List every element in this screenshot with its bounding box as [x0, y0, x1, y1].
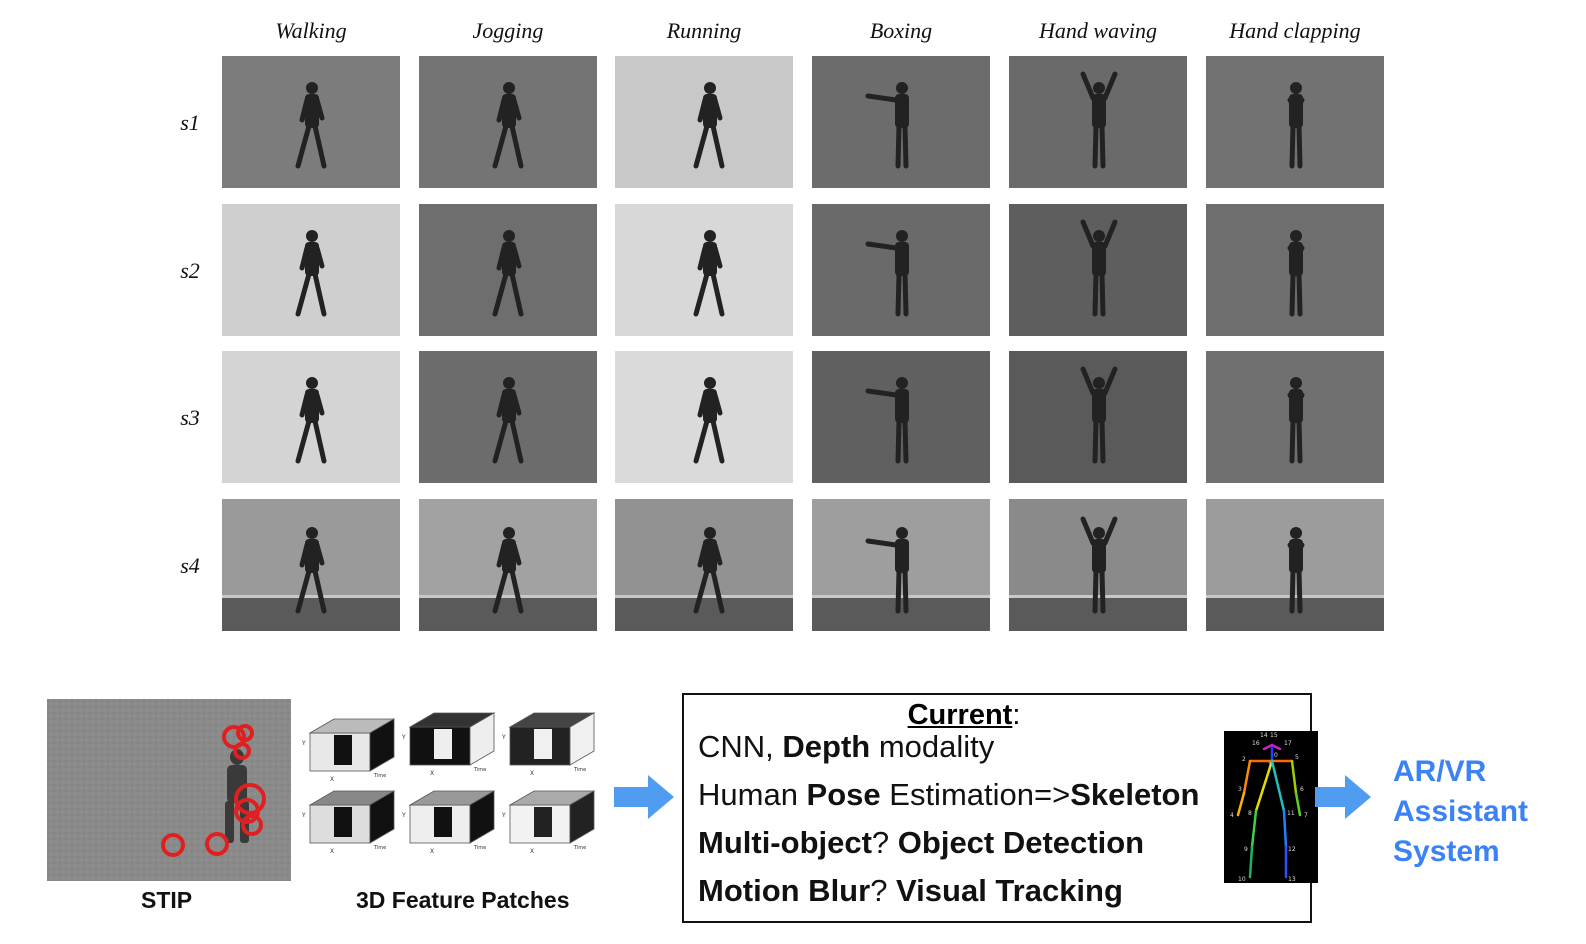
feature-patch-cube: Y X Time [401, 790, 496, 855]
current-line-tracking: Motion Blur? Visual Tracking [698, 873, 1123, 908]
svg-text:Time: Time [373, 845, 386, 851]
frame-s1-walk [222, 56, 400, 188]
feature-patch-cube: Y X Time [501, 790, 596, 855]
patches-caption: 3D Feature Patches [356, 887, 570, 913]
svg-text:9: 9 [1244, 846, 1248, 853]
column-header-running: Running [666, 18, 742, 43]
svg-text:X: X [530, 770, 534, 777]
svg-text:X: X [430, 848, 434, 855]
svg-text:8: 8 [1248, 810, 1252, 817]
frame-s1-wave [1009, 56, 1187, 188]
frame-s2-run [615, 204, 793, 336]
stip-image [47, 699, 291, 881]
svg-text:12: 12 [1288, 846, 1296, 853]
frame-s1-clap [1206, 56, 1384, 188]
frame-s4-box [812, 499, 990, 631]
svg-text:10: 10 [1238, 876, 1246, 883]
frame-s2-box [812, 204, 990, 336]
row-header-s3: s3 [180, 405, 200, 430]
svg-text:X: X [330, 848, 334, 855]
svg-text:Time: Time [373, 773, 386, 779]
svg-text:Time: Time [573, 845, 586, 851]
row-header-s2: s2 [180, 258, 200, 283]
current-title: Current: [907, 699, 1021, 731]
feature-patch-cube: Y X Time [401, 712, 496, 777]
ar-vr-assistant-system: AR/VR Assistant System [1393, 755, 1529, 868]
frame-s1-jog [419, 56, 597, 188]
arrow-to-output-icon [1315, 775, 1371, 819]
frame-s3-clap [1206, 351, 1384, 483]
svg-text:15: 15 [1270, 732, 1278, 739]
feature-patches: Y X Time Y X Time Y X Time Y X Time Y X Time Y X Time [300, 705, 610, 865]
current-line-pose: Human Pose Estimation=>Skeleton [698, 777, 1200, 812]
svg-text:0: 0 [1274, 752, 1278, 759]
svg-text:6: 6 [1300, 786, 1304, 793]
row-header-s1: s1 [180, 110, 200, 135]
stip-caption: STIP [141, 887, 193, 913]
frame-s2-walk [222, 204, 400, 336]
svg-text:1: 1 [1268, 762, 1272, 769]
svg-text:X: X [330, 776, 334, 783]
svg-text:Y: Y [401, 812, 406, 819]
frame-s2-wave [1009, 204, 1187, 336]
svg-text:5: 5 [1295, 754, 1299, 761]
feature-patch-cube: Y X Time [301, 718, 396, 783]
svg-text:X: X [530, 848, 534, 855]
frame-s1-box [812, 56, 990, 188]
frame-s2-jog [419, 204, 597, 336]
column-header-hand-waving: Hand waving [1039, 18, 1157, 43]
svg-text:Y: Y [301, 812, 306, 819]
svg-text:17: 17 [1284, 740, 1292, 747]
column-header-walking: Walking [275, 18, 347, 43]
frame-s4-run [615, 499, 793, 631]
svg-text:Y: Y [501, 812, 506, 819]
frame-s1-run [615, 56, 793, 188]
current-methods-box: Current: CNN, Depth modality Human Pose … [682, 693, 1312, 923]
frame-s3-run [615, 351, 793, 483]
frame-s3-box [812, 351, 990, 483]
row-header-s4: s4 [180, 553, 200, 578]
column-header-hand-clapping: Hand clapping [1229, 18, 1361, 43]
svg-text:4: 4 [1230, 812, 1234, 819]
svg-text:Time: Time [473, 767, 486, 773]
feature-patch-cube: Y X Time [501, 712, 596, 777]
frame-s4-walk [222, 499, 400, 631]
column-header-jogging: Jogging [472, 18, 544, 43]
svg-text:Y: Y [401, 734, 406, 741]
frame-s4-clap [1206, 499, 1384, 631]
frame-s3-wave [1009, 351, 1187, 483]
svg-text:7: 7 [1304, 812, 1308, 819]
svg-text:16: 16 [1252, 740, 1260, 747]
svg-text:Y: Y [501, 734, 506, 741]
feature-patch-cube: Y X Time [301, 790, 396, 855]
frame-s4-wave [1009, 499, 1187, 631]
frame-s3-jog [419, 351, 597, 483]
arrow-to-current-icon [614, 775, 674, 819]
svg-text:11: 11 [1287, 810, 1295, 817]
column-header-boxing: Boxing [869, 18, 933, 43]
current-line-detection: Multi-object? Object Detection [698, 825, 1145, 860]
frame-s2-clap [1206, 204, 1384, 336]
svg-text:Time: Time [573, 767, 586, 773]
svg-text:Y: Y [301, 740, 306, 747]
svg-text:X: X [430, 770, 434, 777]
current-line-cnn: CNN, Depth modality [698, 729, 995, 764]
svg-text:Time: Time [473, 845, 486, 851]
svg-text:14: 14 [1260, 732, 1268, 739]
svg-text:13: 13 [1288, 876, 1296, 883]
svg-text:3: 3 [1238, 786, 1242, 793]
svg-text:2: 2 [1242, 756, 1246, 763]
frame-s3-walk [222, 351, 400, 483]
frame-s4-jog [419, 499, 597, 631]
skeleton-image: 14 15 16 17 0 1 2 5 3 6 4 7 8 11 9 12 10… [1224, 731, 1318, 883]
